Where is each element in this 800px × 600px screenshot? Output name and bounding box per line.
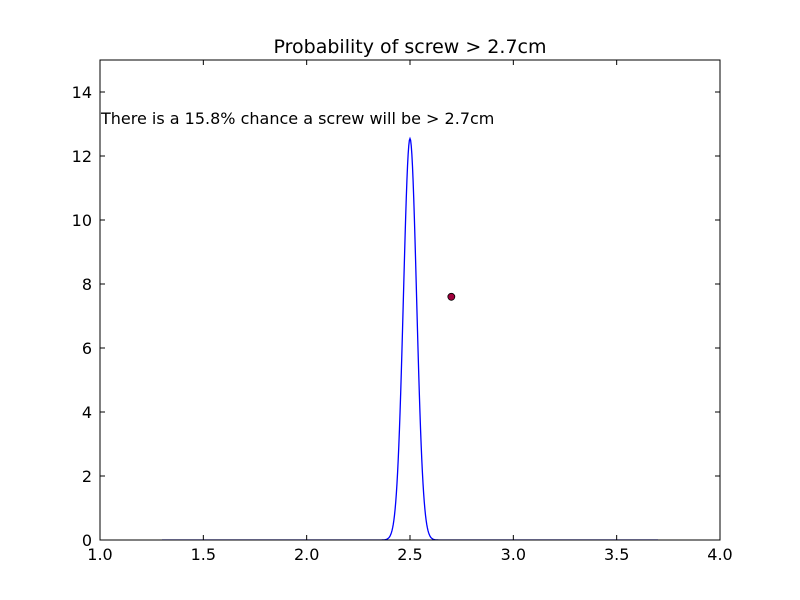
chart-title: Probability of screw > 2.7cm xyxy=(274,36,547,58)
y-tick-label: 6 xyxy=(82,339,92,358)
chance-annotation: There is a 15.8% chance a screw will be … xyxy=(100,109,494,128)
axis-ticks xyxy=(99,60,721,541)
tick-labels: 1.0 1.5 2.0 2.5 3.0 3.5 4.0 0 2 4 6 8 10 12 14 xyxy=(72,83,733,564)
density-curve xyxy=(162,136,658,540)
y-tick-label: 10 xyxy=(72,211,92,230)
x-tick-label: 3.5 xyxy=(604,545,629,564)
y-tick-label: 4 xyxy=(82,403,92,422)
y-tick-label: 8 xyxy=(82,275,92,294)
y-tick-label: 0 xyxy=(82,531,92,550)
threshold-point xyxy=(447,292,456,301)
x-tick-label: 2.5 xyxy=(397,545,422,564)
x-tick-label: 4.0 xyxy=(707,545,732,564)
x-tick-label: 1.5 xyxy=(191,545,216,564)
x-tick-label: 3.0 xyxy=(501,545,526,564)
y-tick-label: 14 xyxy=(72,83,92,102)
y-tick-label: 2 xyxy=(82,467,92,486)
y-tick-label: 12 xyxy=(72,147,92,166)
x-tick-label: 2.0 xyxy=(294,545,319,564)
x-tick-label: 1.0 xyxy=(87,545,112,564)
